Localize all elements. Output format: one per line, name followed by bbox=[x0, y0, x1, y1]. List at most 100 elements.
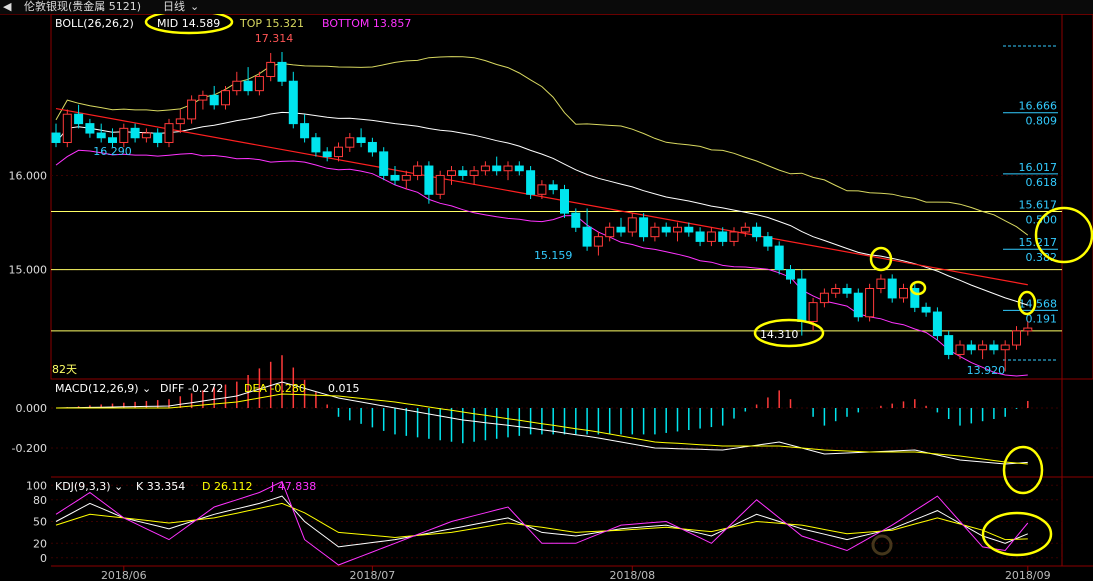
high-price-label: 17.314 bbox=[255, 32, 294, 45]
candle-body bbox=[119, 127, 129, 143]
fib-ratio-label: 0.382 bbox=[1026, 251, 1058, 264]
candle-body bbox=[831, 288, 841, 294]
chevron-down-icon[interactable]: ⌄ bbox=[190, 0, 200, 13]
kdj-legend-d: D 26.112 bbox=[202, 480, 252, 493]
candle-body bbox=[85, 123, 95, 134]
candle-body bbox=[560, 189, 569, 214]
kdj-tick-label: 100 bbox=[26, 479, 47, 492]
candle-body bbox=[752, 226, 762, 238]
period-selector[interactable]: 日线 bbox=[163, 0, 185, 13]
price-tick-label: 16.000 bbox=[9, 169, 48, 182]
candle-body bbox=[401, 174, 411, 181]
kdj-legend-name: KDJ(9,3,3) ⌄ bbox=[55, 480, 123, 493]
candle-body bbox=[435, 174, 445, 195]
candle-body bbox=[187, 99, 197, 120]
candle-body bbox=[989, 344, 999, 351]
fib-price-label: 15.617 bbox=[1019, 199, 1058, 212]
candlesticks bbox=[51, 52, 1033, 372]
macd-legend-diff: DIFF -0.272 bbox=[160, 382, 223, 395]
candle-body bbox=[932, 311, 942, 337]
chart-frame bbox=[50, 14, 1093, 567]
annotation-circle-1 bbox=[144, 14, 234, 35]
x-axis: 2018/06 2018/07 2018/08 2018/09 bbox=[101, 566, 1051, 581]
fib-price-label: 16.666 bbox=[1019, 100, 1058, 113]
annotation-circle-2 bbox=[753, 318, 825, 348]
candle-body bbox=[311, 137, 321, 153]
candle-body bbox=[480, 165, 490, 172]
candle-body bbox=[548, 184, 558, 191]
kdj-j-line bbox=[55, 480, 1029, 566]
candle-body bbox=[492, 165, 502, 172]
candle-body bbox=[266, 61, 276, 78]
macd-legend-value: 0.015 bbox=[328, 382, 360, 395]
candle-body bbox=[1012, 330, 1021, 346]
macd-legend-name: MACD(12,26,9) ⌄ bbox=[55, 382, 151, 395]
candle-body bbox=[153, 132, 163, 143]
candle-body bbox=[164, 123, 174, 143]
candle-body bbox=[582, 226, 592, 247]
candle-body bbox=[718, 231, 728, 242]
candle-body bbox=[379, 151, 389, 176]
macd-tick-label: 0.000 bbox=[16, 402, 48, 415]
candle-body bbox=[345, 137, 355, 148]
candle-body bbox=[458, 170, 468, 176]
kdj-tick-label: 0 bbox=[40, 552, 47, 565]
candle-body bbox=[978, 344, 988, 351]
candle-body bbox=[966, 344, 976, 351]
candle-body bbox=[62, 113, 72, 143]
candle-body bbox=[51, 132, 61, 143]
low-price-label-3: 14.310 bbox=[760, 328, 799, 341]
candle-body bbox=[1023, 327, 1033, 332]
candle-body bbox=[729, 231, 739, 242]
candle-body bbox=[469, 170, 479, 176]
grid-lines bbox=[51, 174, 1062, 559]
candle-body bbox=[514, 165, 524, 172]
candle-body bbox=[108, 137, 117, 143]
macd-legend-dea: DEA -0.280 bbox=[244, 382, 306, 395]
candle-body bbox=[288, 80, 298, 125]
fib-price-label: 16.017 bbox=[1019, 161, 1058, 174]
candle-body bbox=[650, 226, 660, 238]
low-price-label-4: 13.920 bbox=[967, 364, 1006, 377]
candle-body bbox=[334, 146, 343, 158]
candle-body bbox=[819, 292, 829, 304]
indicator-legends: BOLL(26,26,2) MID 14.589 TOP 15.321 BOTTOM … bbox=[55, 17, 411, 493]
candle-body bbox=[786, 269, 795, 280]
candle-body bbox=[254, 76, 264, 92]
x-tick-label: 2018/06 bbox=[101, 569, 147, 581]
candle-body bbox=[673, 226, 682, 233]
chart-area: 16.000 15.000 0.000 -0.200 100 80 50 20 0 16.666… bbox=[9, 14, 1093, 581]
candle-body bbox=[944, 335, 954, 355]
boll-legend-top: TOP 15.321 bbox=[239, 17, 304, 30]
fib-ratio-label: 0.809 bbox=[1026, 115, 1058, 128]
candle-body bbox=[1000, 344, 1010, 351]
chart-text-labels: 17.314 16.290 15.159 14.310 13.920 82天 bbox=[52, 32, 1005, 377]
title-bar: ◀ 伦敦银现(贵金属 5121) 日线 ⌄ bbox=[0, 0, 1093, 15]
candle-body bbox=[571, 212, 581, 228]
kdj-legend-k: K 33.354 bbox=[136, 480, 185, 493]
candle-body bbox=[661, 226, 671, 233]
candle-body bbox=[774, 245, 784, 271]
candle-body bbox=[175, 118, 185, 125]
candle-body bbox=[277, 61, 287, 82]
title-arrow-icon[interactable]: ◀ bbox=[3, 0, 12, 13]
boll-legend-name: BOLL(26,26,2) bbox=[55, 17, 134, 30]
candle-body bbox=[921, 306, 931, 313]
watermark-logo-icon bbox=[871, 534, 893, 556]
candle-body bbox=[593, 236, 603, 247]
candle-body bbox=[221, 90, 230, 106]
candle-body bbox=[639, 217, 649, 238]
candle-body bbox=[243, 80, 253, 92]
fib-ratio-label: 0.191 bbox=[1026, 312, 1058, 325]
kdj-d-line bbox=[55, 502, 1028, 541]
candle-body bbox=[616, 226, 626, 233]
candle-body bbox=[808, 302, 818, 322]
annotation-circle-5 bbox=[1017, 290, 1037, 316]
candle-body bbox=[209, 94, 219, 106]
macd-tick-label: -0.200 bbox=[12, 442, 47, 455]
horizontal-lines bbox=[51, 211, 1062, 332]
candle-body bbox=[367, 141, 377, 153]
candle-body bbox=[447, 170, 456, 176]
candle-body bbox=[74, 113, 84, 125]
annotation-circle-8 bbox=[981, 511, 1053, 557]
